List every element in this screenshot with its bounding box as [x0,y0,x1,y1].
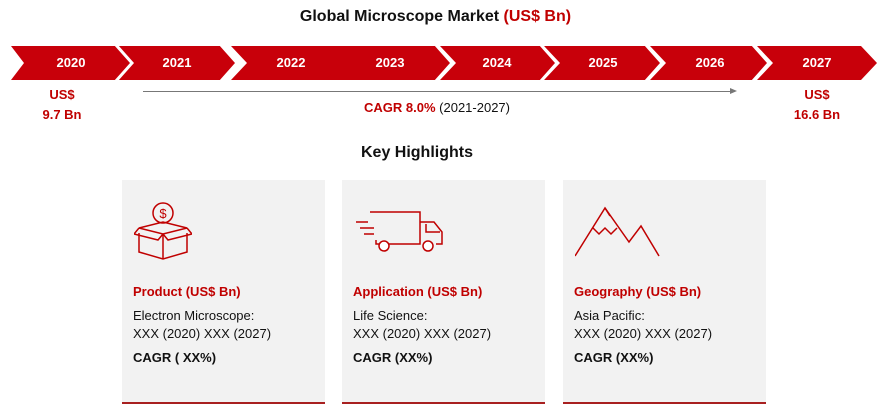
year-2027: 2027 [802,55,832,70]
page-title: Global Microscope Market (US$ Bn) [0,8,871,26]
timeline-chevrons [11,46,877,80]
year-2024: 2024 [482,55,512,70]
cagr-arrow [143,88,737,94]
end-value-amount: 16.6 Bn [793,107,841,122]
card-values: XXX (2020) XXX (2027) [353,326,492,341]
chevron-2020 [11,46,132,80]
card-values: XXX (2020) XXX (2027) [574,326,713,341]
highlight-card-application: Application (US$ Bn) Life Science: XXX (… [342,180,545,404]
title-main: Global Microscope Market [299,8,500,25]
chevron-2023 [325,46,452,80]
card-cagr: CAGR (XX%) [574,350,654,365]
key-highlights-title: Key Highlights [360,144,473,161]
card-title: Application (US$ Bn) [353,284,483,299]
card-segment: Electron Microscope: [133,308,255,323]
end-value-currency: US$ [804,87,830,102]
card-segment: Asia Pacific: [574,308,645,323]
year-2026: 2026 [695,55,725,70]
cagr-text: CAGR 8.0% (2021-2027) [143,100,731,115]
money-box-icon: $ [132,202,194,267]
cagr-value: CAGR 8.0% [364,100,436,115]
highlight-card-geography: Geography (US$ Bn) Asia Pacific: XXX (20… [563,180,766,404]
year-2025: 2025 [588,55,618,70]
card-cagr: CAGR (XX%) [353,350,433,365]
start-value-amount: 9.7 Bn [42,107,82,122]
chevron-2022 [231,46,344,80]
delivery-truck-icon [354,202,444,259]
start-value: US$ 9.7 Bn [22,85,102,125]
year-2023: 2023 [375,55,405,70]
chevron-2024 [440,46,557,80]
card-values: XXX (2020) XXX (2027) [133,326,272,341]
card-title: Geography (US$ Bn) [574,284,702,299]
year-2020: 2020 [56,55,86,70]
highlight-card-product: $ Product (US$ Bn) Electron Microscope: … [122,180,325,404]
year-2021: 2021 [162,55,192,70]
title-unit: (US$ Bn) [503,8,572,25]
card-segment: Life Science: [353,308,428,323]
chevron-2025 [544,46,662,80]
chevron-2021 [116,46,237,80]
end-value: US$ 16.6 Bn [777,85,857,125]
chevron-2027 [757,46,877,80]
card-title: Product (US$ Bn) [133,284,241,299]
year-2022: 2022 [276,55,306,70]
cagr-period: (2021-2027) [439,100,510,115]
mountain-icon [574,202,661,263]
chevron-2026 [650,46,769,80]
card-cagr: CAGR ( XX%) [133,350,217,365]
start-value-currency: US$ [49,87,75,102]
svg-text:$: $ [159,206,167,221]
year-timeline: 2020 2021 2022 2023 2024 2025 2026 2027 [11,46,877,80]
